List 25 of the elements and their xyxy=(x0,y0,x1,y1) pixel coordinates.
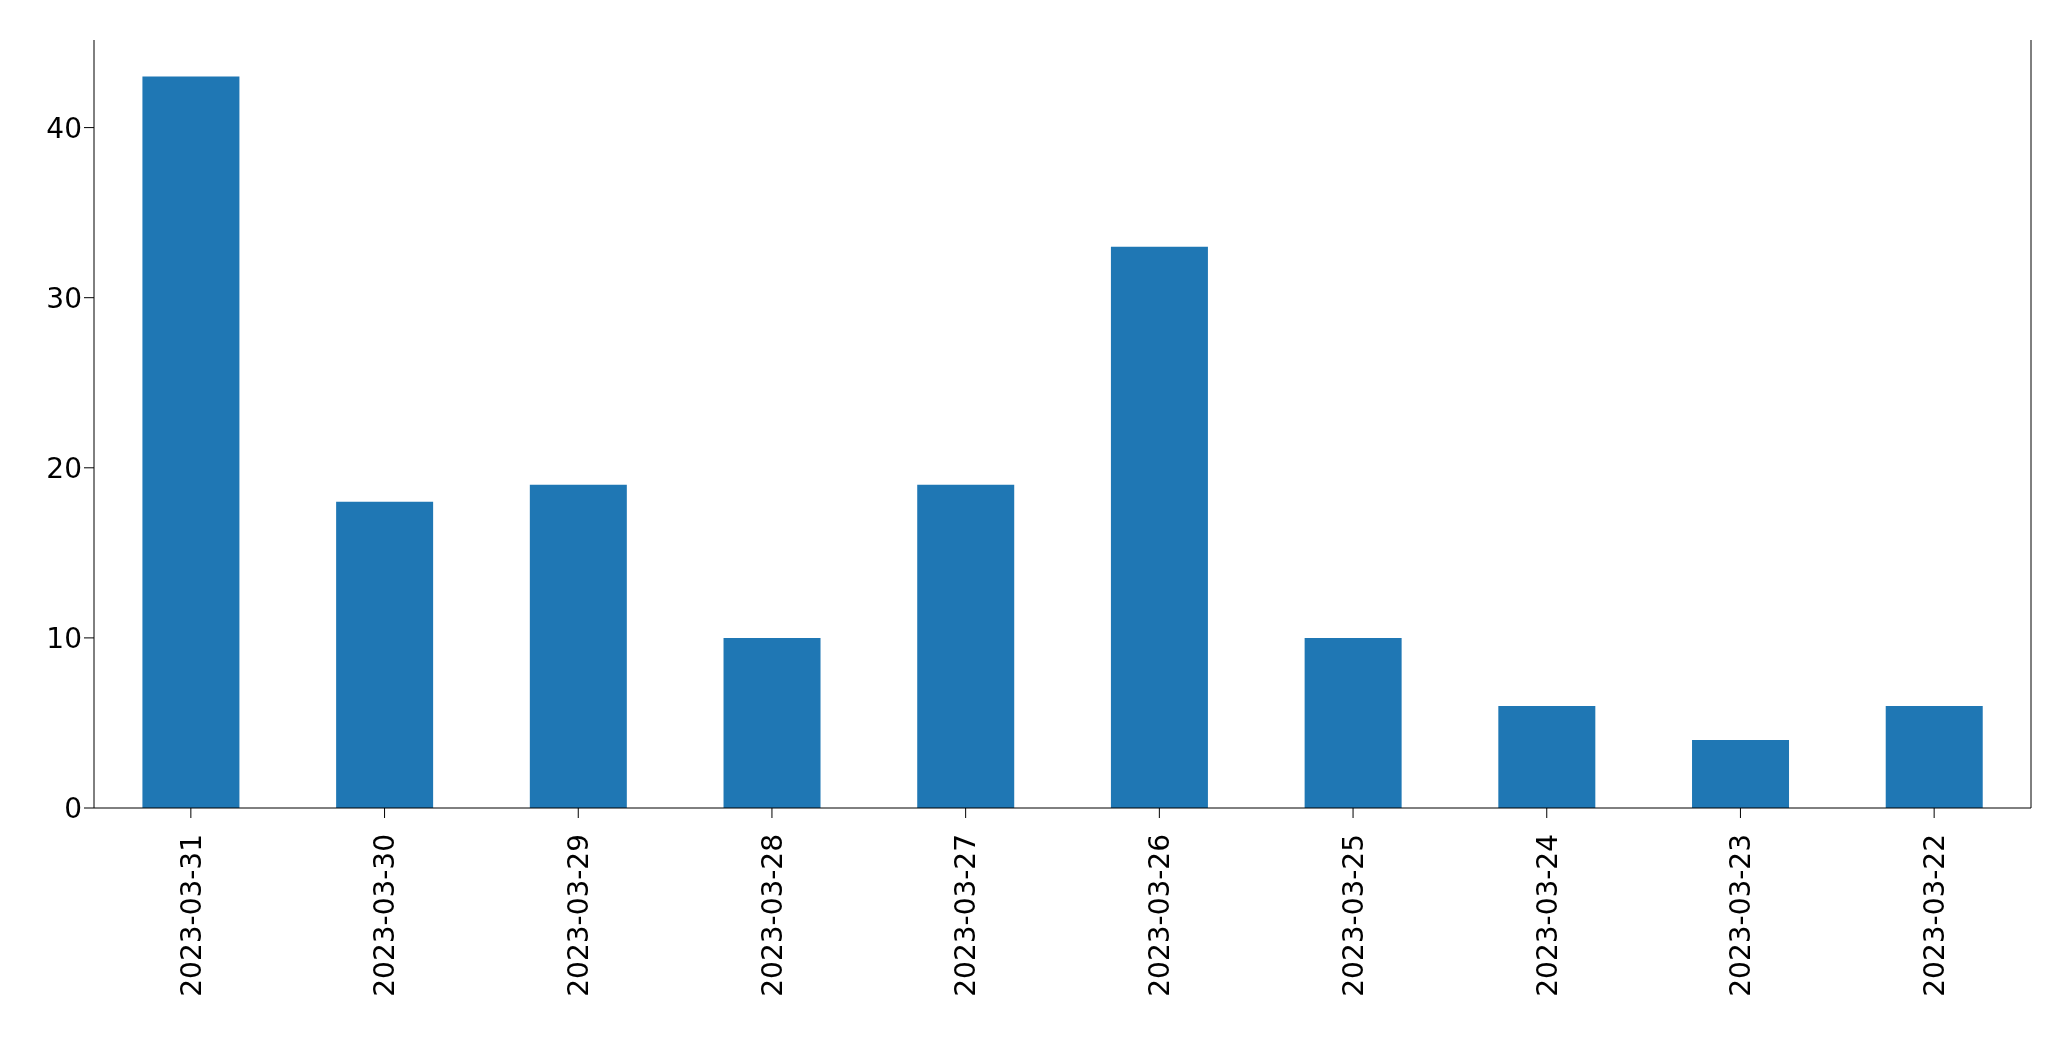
bar xyxy=(723,637,821,808)
x-tick-label: 2023-03-22 xyxy=(1917,834,1951,997)
x-tick-label: 2023-03-29 xyxy=(562,834,596,997)
bar xyxy=(1110,246,1208,808)
x-tick-label: 2023-03-23 xyxy=(1724,834,1758,997)
bar xyxy=(529,484,627,808)
y-tick-label: 10 xyxy=(46,621,82,655)
y-tick-label: 0 xyxy=(64,791,82,825)
bar xyxy=(1498,705,1596,808)
x-tick-label: 2023-03-24 xyxy=(1530,834,1564,997)
x-tick-label: 2023-03-28 xyxy=(755,834,789,997)
y-tick-label: 40 xyxy=(46,111,82,145)
bar xyxy=(917,484,1015,808)
bar xyxy=(336,501,434,808)
bar xyxy=(142,76,240,808)
bar xyxy=(1885,705,1983,808)
x-tick-label: 2023-03-31 xyxy=(174,834,208,997)
y-tick-label: 30 xyxy=(46,281,82,315)
bar xyxy=(1304,637,1402,808)
x-tick-label: 2023-03-27 xyxy=(949,834,983,997)
x-tick-label: 2023-03-26 xyxy=(1143,834,1177,997)
x-tick-label: 2023-03-25 xyxy=(1336,834,1370,997)
x-tick-label: 2023-03-30 xyxy=(368,834,402,997)
bar xyxy=(1692,739,1790,808)
y-tick-label: 20 xyxy=(46,451,82,485)
